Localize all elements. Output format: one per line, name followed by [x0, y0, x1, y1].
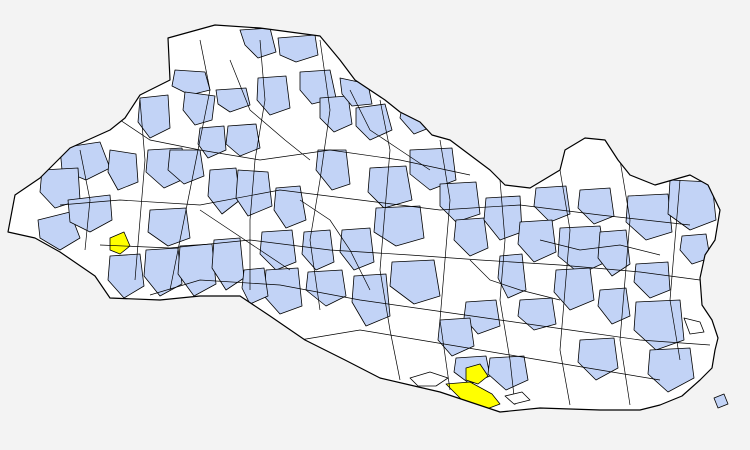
municipality-blue[interactable]: [577, 337, 619, 381]
municipality-blue[interactable]: [235, 169, 273, 217]
municipality-blue[interactable]: [225, 123, 261, 157]
municipal-boundary: [229, 59, 311, 161]
municipality-blue[interactable]: [497, 253, 527, 299]
municipal-boundary: [149, 279, 711, 346]
municipality-blue[interactable]: [147, 207, 191, 247]
municipality-blue[interactable]: [107, 149, 139, 191]
municipality-blue[interactable]: [517, 219, 557, 263]
municipality-blue[interactable]: [305, 269, 347, 307]
municipality-blue[interactable]: [143, 247, 183, 297]
municipality-blue[interactable]: [39, 167, 81, 209]
municipal-boundary: [439, 139, 451, 391]
coastal-islet: [409, 371, 449, 387]
municipal-boundary: [619, 159, 631, 406]
municipal-boundary: [669, 179, 681, 361]
municipal-boundary: [134, 99, 146, 281]
municipality-blue[interactable]: [211, 237, 245, 291]
coastal-islet: [504, 391, 531, 405]
municipality-blue[interactable]: [647, 347, 695, 393]
municipal-boundary: [349, 89, 431, 171]
municipality-blue[interactable]: [241, 267, 269, 305]
municipal-boundary: [59, 189, 691, 226]
municipal-boundary: [199, 209, 291, 271]
municipality-blue[interactable]: [207, 167, 241, 215]
municipality-blue[interactable]: [339, 227, 375, 271]
municipality-blue[interactable]: [167, 149, 205, 185]
municipality-blue[interactable]: [577, 187, 615, 225]
municipality-blue[interactable]: [67, 194, 113, 233]
municipality-highlighted[interactable]: [465, 363, 489, 385]
municipality-blue[interactable]: [37, 211, 81, 251]
municipality-blue[interactable]: [273, 185, 307, 229]
municipality-blue[interactable]: [533, 185, 571, 223]
municipality-blue[interactable]: [699, 379, 714, 395]
municipality-blue[interactable]: [171, 69, 211, 96]
municipality-blue[interactable]: [437, 317, 475, 357]
municipal-boundary: [539, 239, 661, 256]
municipal-boundary: [559, 169, 571, 406]
municipal-boundary: [299, 329, 661, 381]
municipality-blue[interactable]: [453, 217, 489, 257]
municipal-boundary: [379, 99, 401, 381]
municipal-boundary: [169, 39, 211, 291]
country-shape: [7, 24, 721, 413]
municipality-blue[interactable]: [256, 75, 291, 116]
municipal-boundary: [499, 179, 516, 406]
municipality-blue[interactable]: [355, 103, 393, 141]
municipality-blue[interactable]: [517, 297, 557, 331]
municipal-boundary: [309, 39, 331, 311]
coastal-islet: [683, 317, 705, 335]
municipality-blue[interactable]: [679, 233, 711, 265]
municipality-blue[interactable]: [633, 299, 685, 351]
municipality-blue[interactable]: [197, 125, 227, 159]
municipality-blue[interactable]: [463, 299, 501, 335]
municipal-boundary: [99, 239, 701, 281]
municipality-blue[interactable]: [277, 34, 319, 63]
municipality-blue[interactable]: [367, 165, 413, 209]
municipality-highlighted[interactable]: [109, 231, 131, 255]
municipal-boundary: [469, 259, 561, 301]
municipality-blue[interactable]: [439, 181, 481, 223]
municipal-boundary: [299, 199, 371, 291]
municipality-blue[interactable]: [107, 253, 145, 299]
coastal-islet: [713, 393, 729, 409]
municipal-boundary: [119, 119, 471, 176]
municipality-blue[interactable]: [315, 149, 351, 191]
municipality-blue[interactable]: [389, 259, 441, 305]
municipality-blue[interactable]: [137, 94, 171, 139]
municipality-blue[interactable]: [633, 261, 671, 299]
municipal-boundary: [79, 149, 91, 251]
